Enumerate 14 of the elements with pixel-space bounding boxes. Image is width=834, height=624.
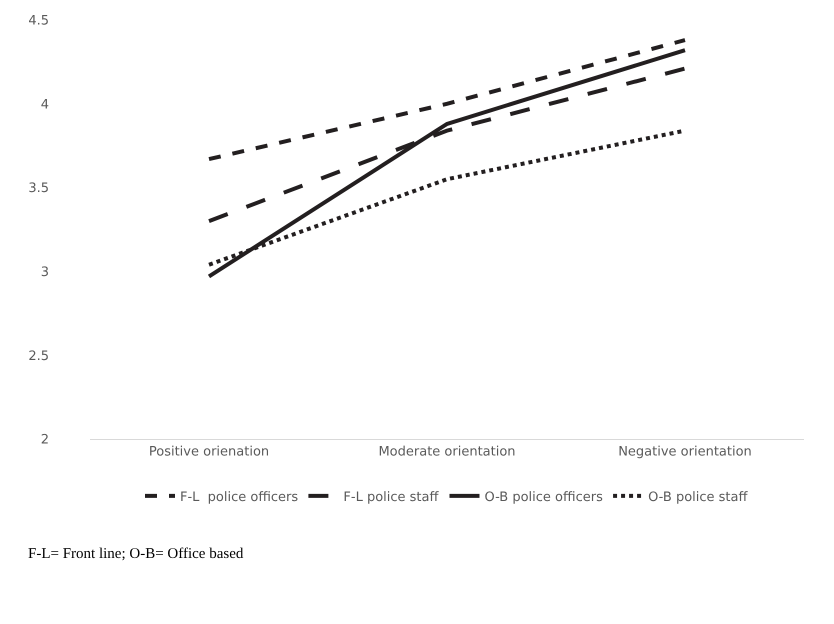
y-tick-label: 3.5 bbox=[28, 181, 49, 196]
legend-label: O-B police officers bbox=[484, 490, 604, 505]
y-tick-label: 2 bbox=[40, 432, 49, 448]
y-tick-label: 4.5 bbox=[28, 14, 49, 29]
x-tick-label: Moderate orientation bbox=[378, 444, 516, 460]
y-tick-label: 3 bbox=[40, 264, 49, 280]
x-tick-label: Positive orienation bbox=[148, 444, 270, 460]
x-tick-label: Negative orientation bbox=[618, 444, 752, 460]
legend-label: F-L police officers bbox=[180, 490, 298, 505]
text: F-L= Front line; O-B= Office based bbox=[28, 546, 244, 562]
y-tick-label: 2.5 bbox=[28, 348, 49, 364]
legend-label: O-B police staff bbox=[648, 490, 748, 505]
y-tick-label: 4 bbox=[40, 97, 49, 112]
legend-label: F-L police staff bbox=[343, 490, 440, 505]
